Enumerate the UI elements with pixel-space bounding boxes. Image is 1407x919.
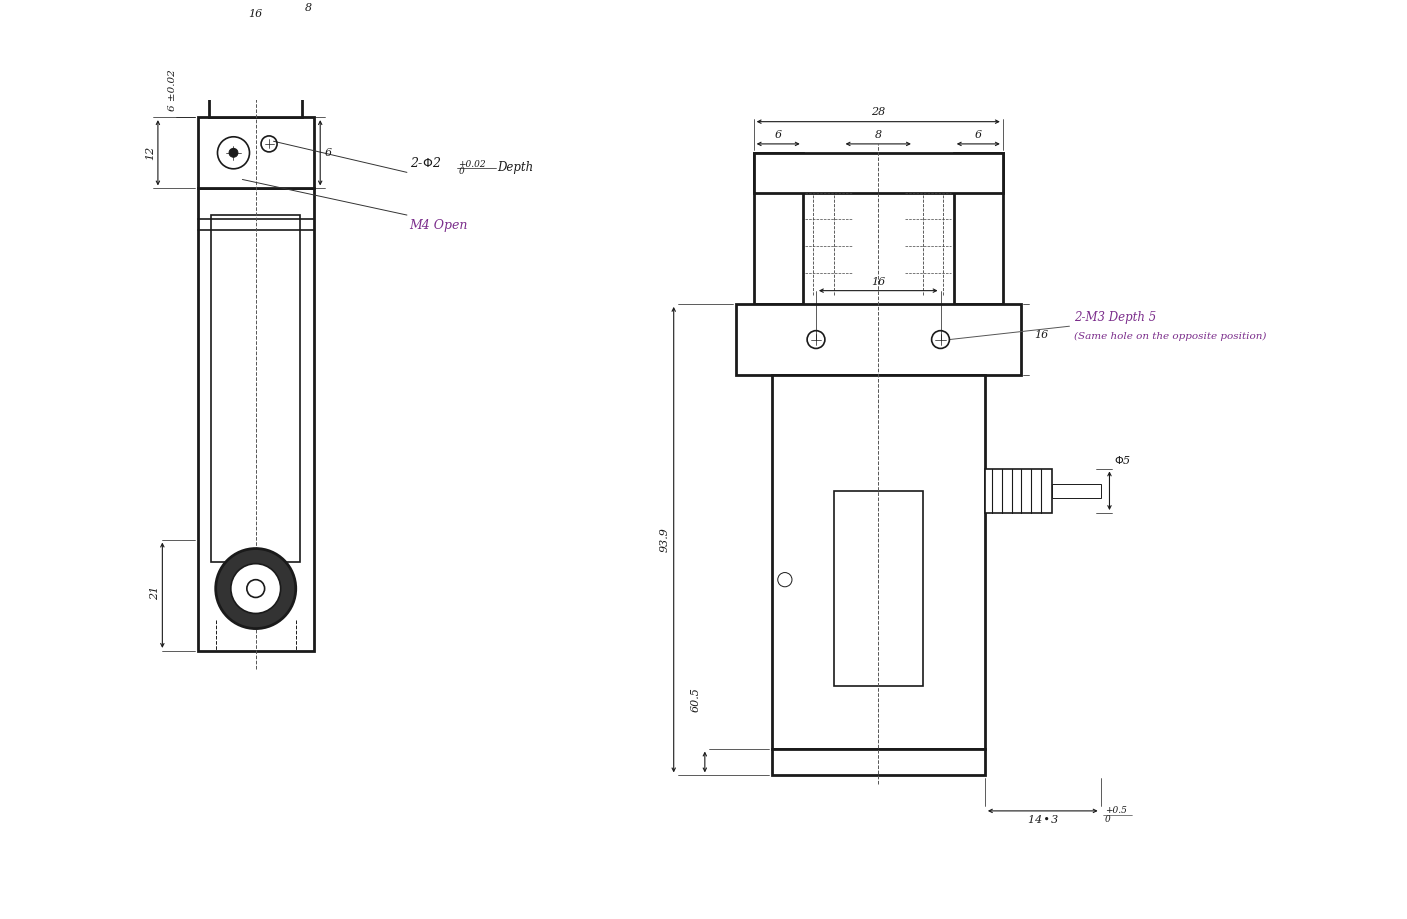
Bar — [736, 304, 1020, 375]
Text: 93.9: 93.9 — [660, 528, 670, 552]
Circle shape — [231, 563, 280, 614]
Bar — [985, 469, 1051, 513]
Text: 21: 21 — [149, 586, 159, 600]
Text: 6: 6 — [775, 130, 782, 141]
Text: M4 Open: M4 Open — [409, 220, 469, 233]
Bar — [771, 749, 985, 776]
Text: $\Phi$5: $\Phi$5 — [1114, 454, 1131, 466]
Bar — [211, 215, 300, 562]
Text: 16: 16 — [871, 278, 885, 287]
Text: 28: 28 — [871, 108, 885, 118]
Bar — [754, 153, 802, 304]
Text: (Same hole on the opposite position): (Same hole on the opposite position) — [1074, 332, 1266, 341]
Text: +0.5: +0.5 — [1104, 806, 1127, 815]
Text: 2-M3 Depth 5: 2-M3 Depth 5 — [1074, 311, 1157, 323]
Bar — [198, 188, 314, 651]
Text: +0.02: +0.02 — [459, 160, 485, 169]
Bar — [771, 375, 985, 749]
Text: 6 ±0.02: 6 ±0.02 — [169, 70, 177, 111]
Circle shape — [246, 580, 265, 597]
Text: 6: 6 — [325, 148, 332, 158]
Text: 16: 16 — [249, 9, 263, 19]
Bar — [954, 153, 1003, 304]
Text: 12: 12 — [145, 146, 155, 160]
Text: Depth: Depth — [498, 162, 533, 175]
Text: 6: 6 — [975, 130, 982, 141]
Text: 0: 0 — [459, 167, 464, 176]
Bar — [198, 118, 314, 188]
Text: 60.5: 60.5 — [691, 687, 701, 712]
Text: 14 • 3: 14 • 3 — [1027, 815, 1058, 825]
Circle shape — [229, 148, 238, 157]
Bar — [210, 63, 303, 118]
Text: 16: 16 — [1034, 330, 1048, 340]
Bar — [1051, 483, 1100, 498]
Text: 2-$\Phi$2: 2-$\Phi$2 — [409, 155, 440, 170]
Text: 8: 8 — [305, 3, 312, 13]
Circle shape — [215, 549, 295, 629]
Text: 0: 0 — [1104, 815, 1110, 824]
Text: 8: 8 — [875, 130, 882, 141]
Bar — [754, 153, 1003, 193]
Bar — [834, 491, 923, 686]
